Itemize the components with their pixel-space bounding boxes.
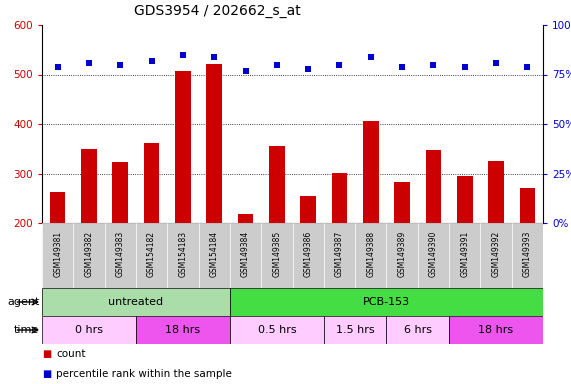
Point (53, 63, 62, 70)
Bar (136, 223, 167, 288)
Point (429, 61, 438, 68)
Text: GSM149382: GSM149382 (85, 231, 94, 277)
Text: 0.5 hrs: 0.5 hrs (258, 325, 296, 335)
Bar (324, 223, 355, 288)
Bar (449, 223, 480, 288)
Point (210, 54, 219, 60)
Point (335, 61, 344, 68)
Bar (512, 223, 543, 288)
Bar (418, 223, 449, 288)
Text: GSM149386: GSM149386 (304, 231, 313, 277)
Text: GSM149390: GSM149390 (429, 231, 438, 277)
Bar (355, 223, 387, 288)
Bar (457, 176, 473, 223)
Text: GSM154183: GSM154183 (178, 231, 187, 277)
Bar (199, 223, 230, 288)
Text: GSM154182: GSM154182 (147, 231, 156, 277)
Bar (50, 192, 66, 223)
Bar (394, 182, 410, 223)
Bar (520, 188, 535, 223)
Text: 1.5 hrs: 1.5 hrs (336, 325, 375, 335)
Bar (387, 223, 418, 288)
Bar (238, 214, 254, 223)
Bar (42, 288, 230, 316)
Text: GSM149393: GSM149393 (523, 231, 532, 277)
Text: GSM149385: GSM149385 (272, 231, 282, 277)
Point (147, 58, 156, 64)
Text: GSM149388: GSM149388 (366, 231, 375, 277)
Bar (387, 316, 449, 344)
Text: GSM149389: GSM149389 (397, 231, 407, 277)
Text: agent: agent (7, 297, 39, 307)
Bar (42, 223, 73, 288)
Bar (144, 143, 159, 223)
Text: count: count (57, 349, 86, 359)
Bar (167, 223, 199, 288)
Point (272, 61, 282, 68)
Bar (300, 196, 316, 223)
Bar (206, 64, 222, 223)
Text: ■: ■ (42, 349, 51, 359)
Bar (269, 146, 285, 223)
Text: GSM149383: GSM149383 (116, 231, 125, 277)
Bar (332, 172, 347, 223)
Bar (230, 288, 543, 316)
Bar (73, 223, 104, 288)
Text: 18 hrs: 18 hrs (166, 325, 200, 335)
Bar (104, 223, 136, 288)
Bar (230, 316, 324, 344)
Text: GSM149381: GSM149381 (53, 231, 62, 277)
Point (492, 60, 501, 66)
Bar (363, 121, 379, 223)
Bar (292, 223, 324, 288)
Text: GSM149391: GSM149391 (460, 231, 469, 277)
Bar (261, 223, 292, 288)
Point (460, 63, 469, 70)
Text: GSM154184: GSM154184 (210, 231, 219, 277)
Bar (230, 223, 261, 288)
Point (85, 60, 94, 66)
Text: time: time (14, 325, 39, 335)
Point (304, 66, 313, 72)
Text: ■: ■ (42, 369, 51, 379)
Text: GSM149384: GSM149384 (241, 231, 250, 277)
Text: GSM149387: GSM149387 (335, 231, 344, 277)
Point (116, 61, 125, 68)
Point (178, 51, 187, 58)
Bar (425, 150, 441, 223)
Bar (449, 316, 543, 344)
Bar (488, 161, 504, 223)
Bar (42, 316, 136, 344)
Text: percentile rank within the sample: percentile rank within the sample (57, 369, 232, 379)
Text: GSM149392: GSM149392 (492, 231, 501, 277)
Text: PCB-153: PCB-153 (363, 297, 410, 307)
Bar (81, 149, 97, 223)
Point (397, 63, 407, 70)
Text: GDS3954 / 202662_s_at: GDS3954 / 202662_s_at (134, 4, 301, 18)
Text: 18 hrs: 18 hrs (478, 325, 513, 335)
Point (241, 68, 250, 74)
Bar (324, 316, 387, 344)
Text: untreated: untreated (108, 297, 163, 307)
Point (366, 54, 375, 60)
Text: 0 hrs: 0 hrs (75, 325, 103, 335)
Text: 6 hrs: 6 hrs (404, 325, 432, 335)
Bar (136, 316, 230, 344)
Bar (112, 162, 128, 223)
Bar (175, 71, 191, 223)
Bar (480, 223, 512, 288)
Point (523, 63, 532, 70)
